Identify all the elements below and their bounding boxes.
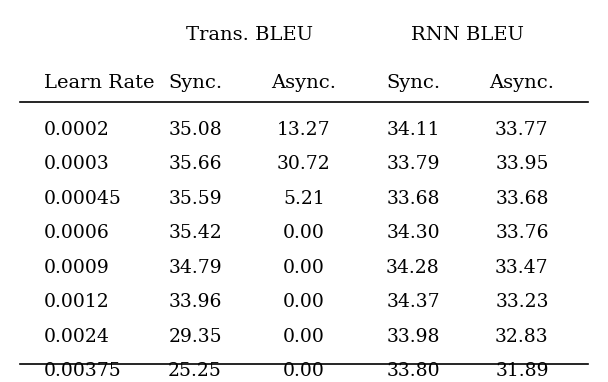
Text: 35.42: 35.42 bbox=[168, 224, 222, 242]
Text: 0.0012: 0.0012 bbox=[44, 293, 109, 311]
Text: 0.00: 0.00 bbox=[283, 259, 325, 277]
Text: Sync.: Sync. bbox=[168, 74, 222, 92]
Text: 34.28: 34.28 bbox=[386, 259, 440, 277]
Text: 33.68: 33.68 bbox=[495, 189, 548, 207]
Text: 33.79: 33.79 bbox=[386, 155, 440, 173]
Text: 33.77: 33.77 bbox=[495, 121, 548, 139]
Text: 0.0003: 0.0003 bbox=[44, 155, 109, 173]
Text: 35.08: 35.08 bbox=[168, 121, 222, 139]
Text: 33.23: 33.23 bbox=[495, 293, 548, 311]
Text: 0.0009: 0.0009 bbox=[44, 259, 109, 277]
Text: 35.59: 35.59 bbox=[168, 189, 222, 207]
Text: 32.83: 32.83 bbox=[495, 328, 548, 346]
Text: Trans. BLEU: Trans. BLEU bbox=[186, 26, 313, 44]
Text: 33.98: 33.98 bbox=[386, 328, 440, 346]
Text: Learn Rate: Learn Rate bbox=[44, 74, 154, 92]
Text: 0.00: 0.00 bbox=[283, 293, 325, 311]
Text: 0.0002: 0.0002 bbox=[44, 121, 109, 139]
Text: 34.79: 34.79 bbox=[168, 259, 222, 277]
Text: 33.95: 33.95 bbox=[495, 155, 548, 173]
Text: 0.0024: 0.0024 bbox=[44, 328, 109, 346]
Text: 0.00375: 0.00375 bbox=[44, 362, 122, 380]
Text: 0.00: 0.00 bbox=[283, 224, 325, 242]
Text: 33.47: 33.47 bbox=[495, 259, 548, 277]
Text: 35.66: 35.66 bbox=[168, 155, 222, 173]
Text: 33.76: 33.76 bbox=[495, 224, 548, 242]
Text: RNN BLEU: RNN BLEU bbox=[411, 26, 524, 44]
Text: Async.: Async. bbox=[489, 74, 554, 92]
Text: Async.: Async. bbox=[272, 74, 336, 92]
Text: 33.80: 33.80 bbox=[386, 362, 440, 380]
Text: 34.37: 34.37 bbox=[386, 293, 440, 311]
Text: 5.21: 5.21 bbox=[283, 189, 325, 207]
Text: 0.00045: 0.00045 bbox=[44, 189, 122, 207]
Text: 34.30: 34.30 bbox=[386, 224, 440, 242]
Text: 13.27: 13.27 bbox=[277, 121, 331, 139]
Text: 0.00: 0.00 bbox=[283, 362, 325, 380]
Text: 33.68: 33.68 bbox=[386, 189, 440, 207]
Text: 31.89: 31.89 bbox=[495, 362, 548, 380]
Text: 0.00: 0.00 bbox=[283, 328, 325, 346]
Text: Sync.: Sync. bbox=[386, 74, 440, 92]
Text: 34.11: 34.11 bbox=[386, 121, 440, 139]
Text: 29.35: 29.35 bbox=[168, 328, 222, 346]
Text: 30.72: 30.72 bbox=[277, 155, 331, 173]
Text: 33.96: 33.96 bbox=[168, 293, 222, 311]
Text: 0.0006: 0.0006 bbox=[44, 224, 109, 242]
Text: 25.25: 25.25 bbox=[168, 362, 222, 380]
